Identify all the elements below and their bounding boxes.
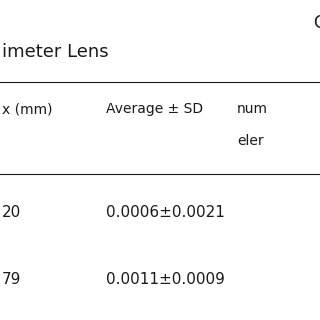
- Text: 20: 20: [2, 205, 21, 220]
- Text: imeter Lens: imeter Lens: [2, 43, 108, 61]
- Text: 0.0011±0.0009: 0.0011±0.0009: [106, 272, 224, 287]
- Text: Ch: Ch: [314, 14, 320, 32]
- Text: Average ± SD: Average ± SD: [106, 102, 203, 116]
- Text: num: num: [237, 102, 268, 116]
- Text: x (mm): x (mm): [2, 102, 52, 116]
- Text: 0.0006±0.0021: 0.0006±0.0021: [106, 205, 224, 220]
- Text: eler: eler: [237, 134, 263, 148]
- Text: 79: 79: [2, 272, 21, 287]
